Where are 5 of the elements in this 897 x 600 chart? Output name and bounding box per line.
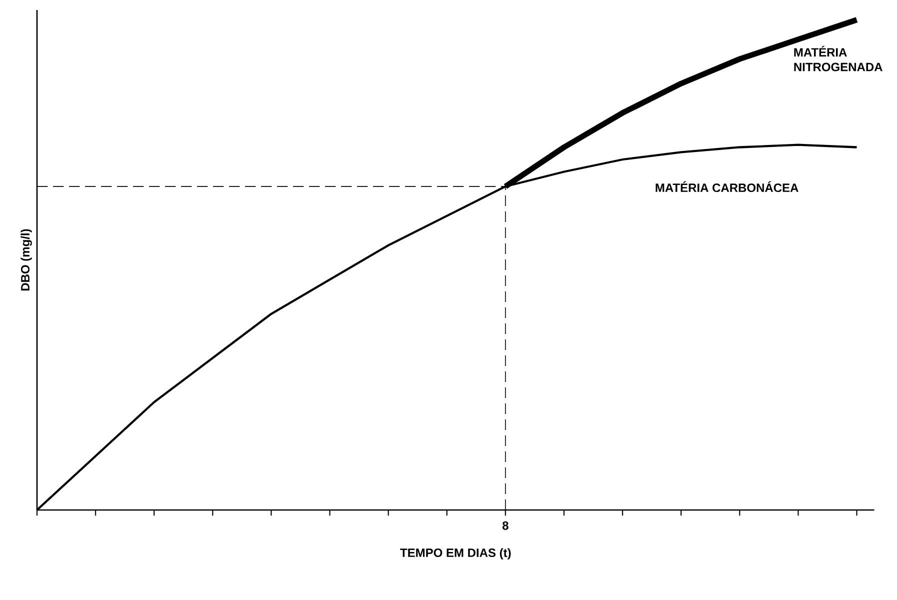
x-axis-title: TEMPO EM DIAS (t) — [400, 548, 511, 560]
y-axis-title: DBO (mg/l) — [20, 229, 32, 291]
series-label: MATÉRIA NITROGENADA — [794, 46, 882, 72]
text: MATÉRIA CARBONÁCEA — [656, 181, 798, 192]
text: 8 — [502, 521, 508, 530]
